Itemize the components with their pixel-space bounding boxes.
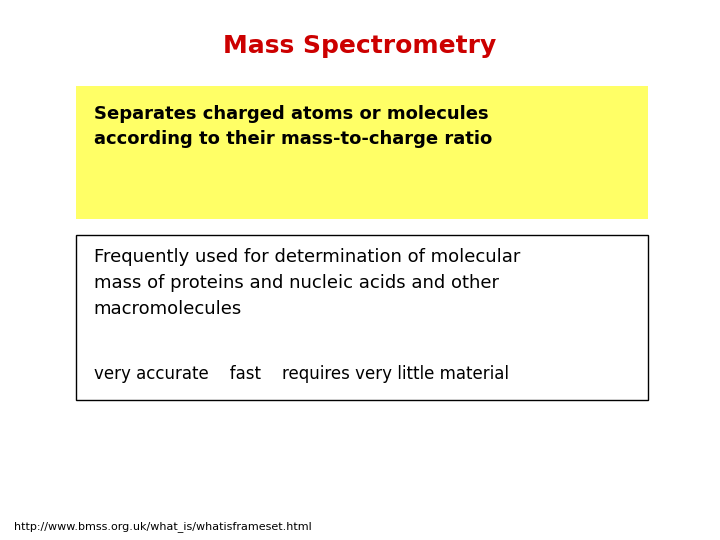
Text: Frequently used for determination of molecular
mass of proteins and nucleic acid: Frequently used for determination of mol… [94,248,520,318]
FancyBboxPatch shape [76,235,648,400]
Text: Separates charged atoms or molecules
according to their mass-to-charge ratio: Separates charged atoms or molecules acc… [94,105,492,148]
FancyBboxPatch shape [76,86,648,219]
Text: very accurate    fast    requires very little material: very accurate fast requires very little … [94,366,508,383]
Text: Mass Spectrometry: Mass Spectrometry [223,34,497,58]
Text: http://www.bmss.org.uk/what_is/whatisframeset.html: http://www.bmss.org.uk/what_is/whatisfra… [14,521,312,532]
